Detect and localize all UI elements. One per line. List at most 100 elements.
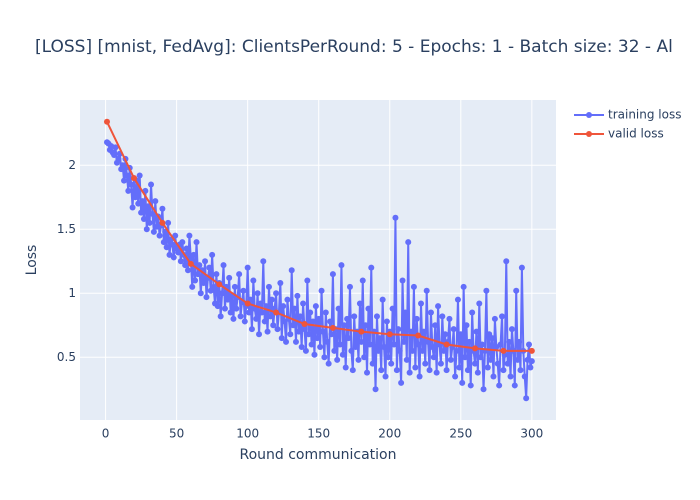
point — [322, 309, 329, 316]
point — [298, 344, 305, 351]
point — [283, 338, 290, 345]
point — [359, 277, 366, 284]
point — [302, 347, 309, 354]
point — [338, 262, 345, 269]
point — [413, 315, 420, 322]
point — [388, 360, 395, 367]
point — [487, 356, 494, 363]
point — [402, 309, 409, 316]
point — [344, 315, 351, 322]
point — [203, 294, 210, 301]
point — [241, 318, 248, 325]
point — [528, 347, 535, 354]
point — [290, 322, 297, 329]
point — [163, 244, 170, 251]
point — [499, 313, 506, 320]
point — [301, 326, 308, 333]
point — [412, 364, 419, 371]
point — [439, 313, 446, 320]
x-axis-title: Round communication — [239, 447, 396, 463]
point — [419, 347, 426, 354]
point — [513, 287, 520, 294]
point — [386, 331, 393, 338]
point — [526, 341, 533, 348]
point — [179, 239, 186, 246]
point — [528, 358, 535, 365]
point — [491, 315, 498, 322]
point — [244, 264, 251, 271]
point — [342, 364, 349, 371]
point — [156, 232, 163, 239]
point — [511, 382, 518, 389]
point — [297, 313, 304, 320]
point — [408, 328, 415, 335]
point — [472, 360, 479, 367]
y-tick-label: 0.5 — [57, 350, 76, 364]
point — [368, 264, 375, 271]
point — [220, 262, 227, 269]
point — [324, 338, 331, 345]
point — [437, 360, 444, 367]
point — [193, 239, 200, 246]
point — [280, 303, 287, 310]
point — [405, 239, 412, 246]
point — [337, 341, 344, 348]
point — [383, 318, 390, 325]
point — [479, 341, 486, 348]
y-tick-label: 2 — [68, 158, 76, 172]
point — [165, 219, 172, 226]
point — [312, 303, 319, 310]
point — [514, 356, 521, 363]
point — [341, 322, 348, 329]
point — [227, 309, 234, 316]
point — [169, 241, 176, 248]
x-tick-label: 300 — [520, 427, 543, 441]
point — [462, 354, 469, 361]
point — [136, 172, 143, 179]
point — [440, 347, 447, 354]
point — [393, 367, 400, 374]
point — [190, 251, 197, 258]
point — [432, 322, 439, 329]
point — [395, 326, 402, 333]
point — [257, 300, 264, 307]
point — [442, 331, 449, 338]
point — [210, 283, 217, 290]
point — [184, 267, 191, 274]
point — [480, 386, 487, 393]
point — [365, 305, 372, 312]
point — [263, 303, 270, 310]
point — [379, 296, 386, 303]
point — [454, 296, 461, 303]
point — [463, 322, 470, 329]
point — [189, 283, 196, 290]
point — [200, 280, 207, 287]
point — [339, 351, 346, 358]
point — [224, 296, 231, 303]
point — [391, 341, 398, 348]
point — [214, 303, 221, 310]
point — [250, 277, 257, 284]
point — [284, 296, 291, 303]
point — [128, 181, 135, 188]
point — [418, 300, 425, 307]
point — [307, 309, 314, 316]
point — [415, 332, 422, 339]
point — [427, 309, 434, 316]
point — [254, 290, 261, 297]
point — [183, 245, 190, 252]
point — [517, 367, 524, 374]
point — [148, 181, 155, 188]
point — [175, 249, 182, 256]
point — [426, 367, 433, 374]
point — [115, 155, 122, 162]
point — [202, 258, 209, 265]
point — [213, 271, 220, 278]
point — [450, 326, 457, 333]
point — [327, 318, 334, 325]
point — [132, 194, 139, 201]
point — [423, 287, 430, 294]
point — [287, 331, 294, 338]
point — [474, 369, 481, 376]
point — [358, 338, 365, 345]
